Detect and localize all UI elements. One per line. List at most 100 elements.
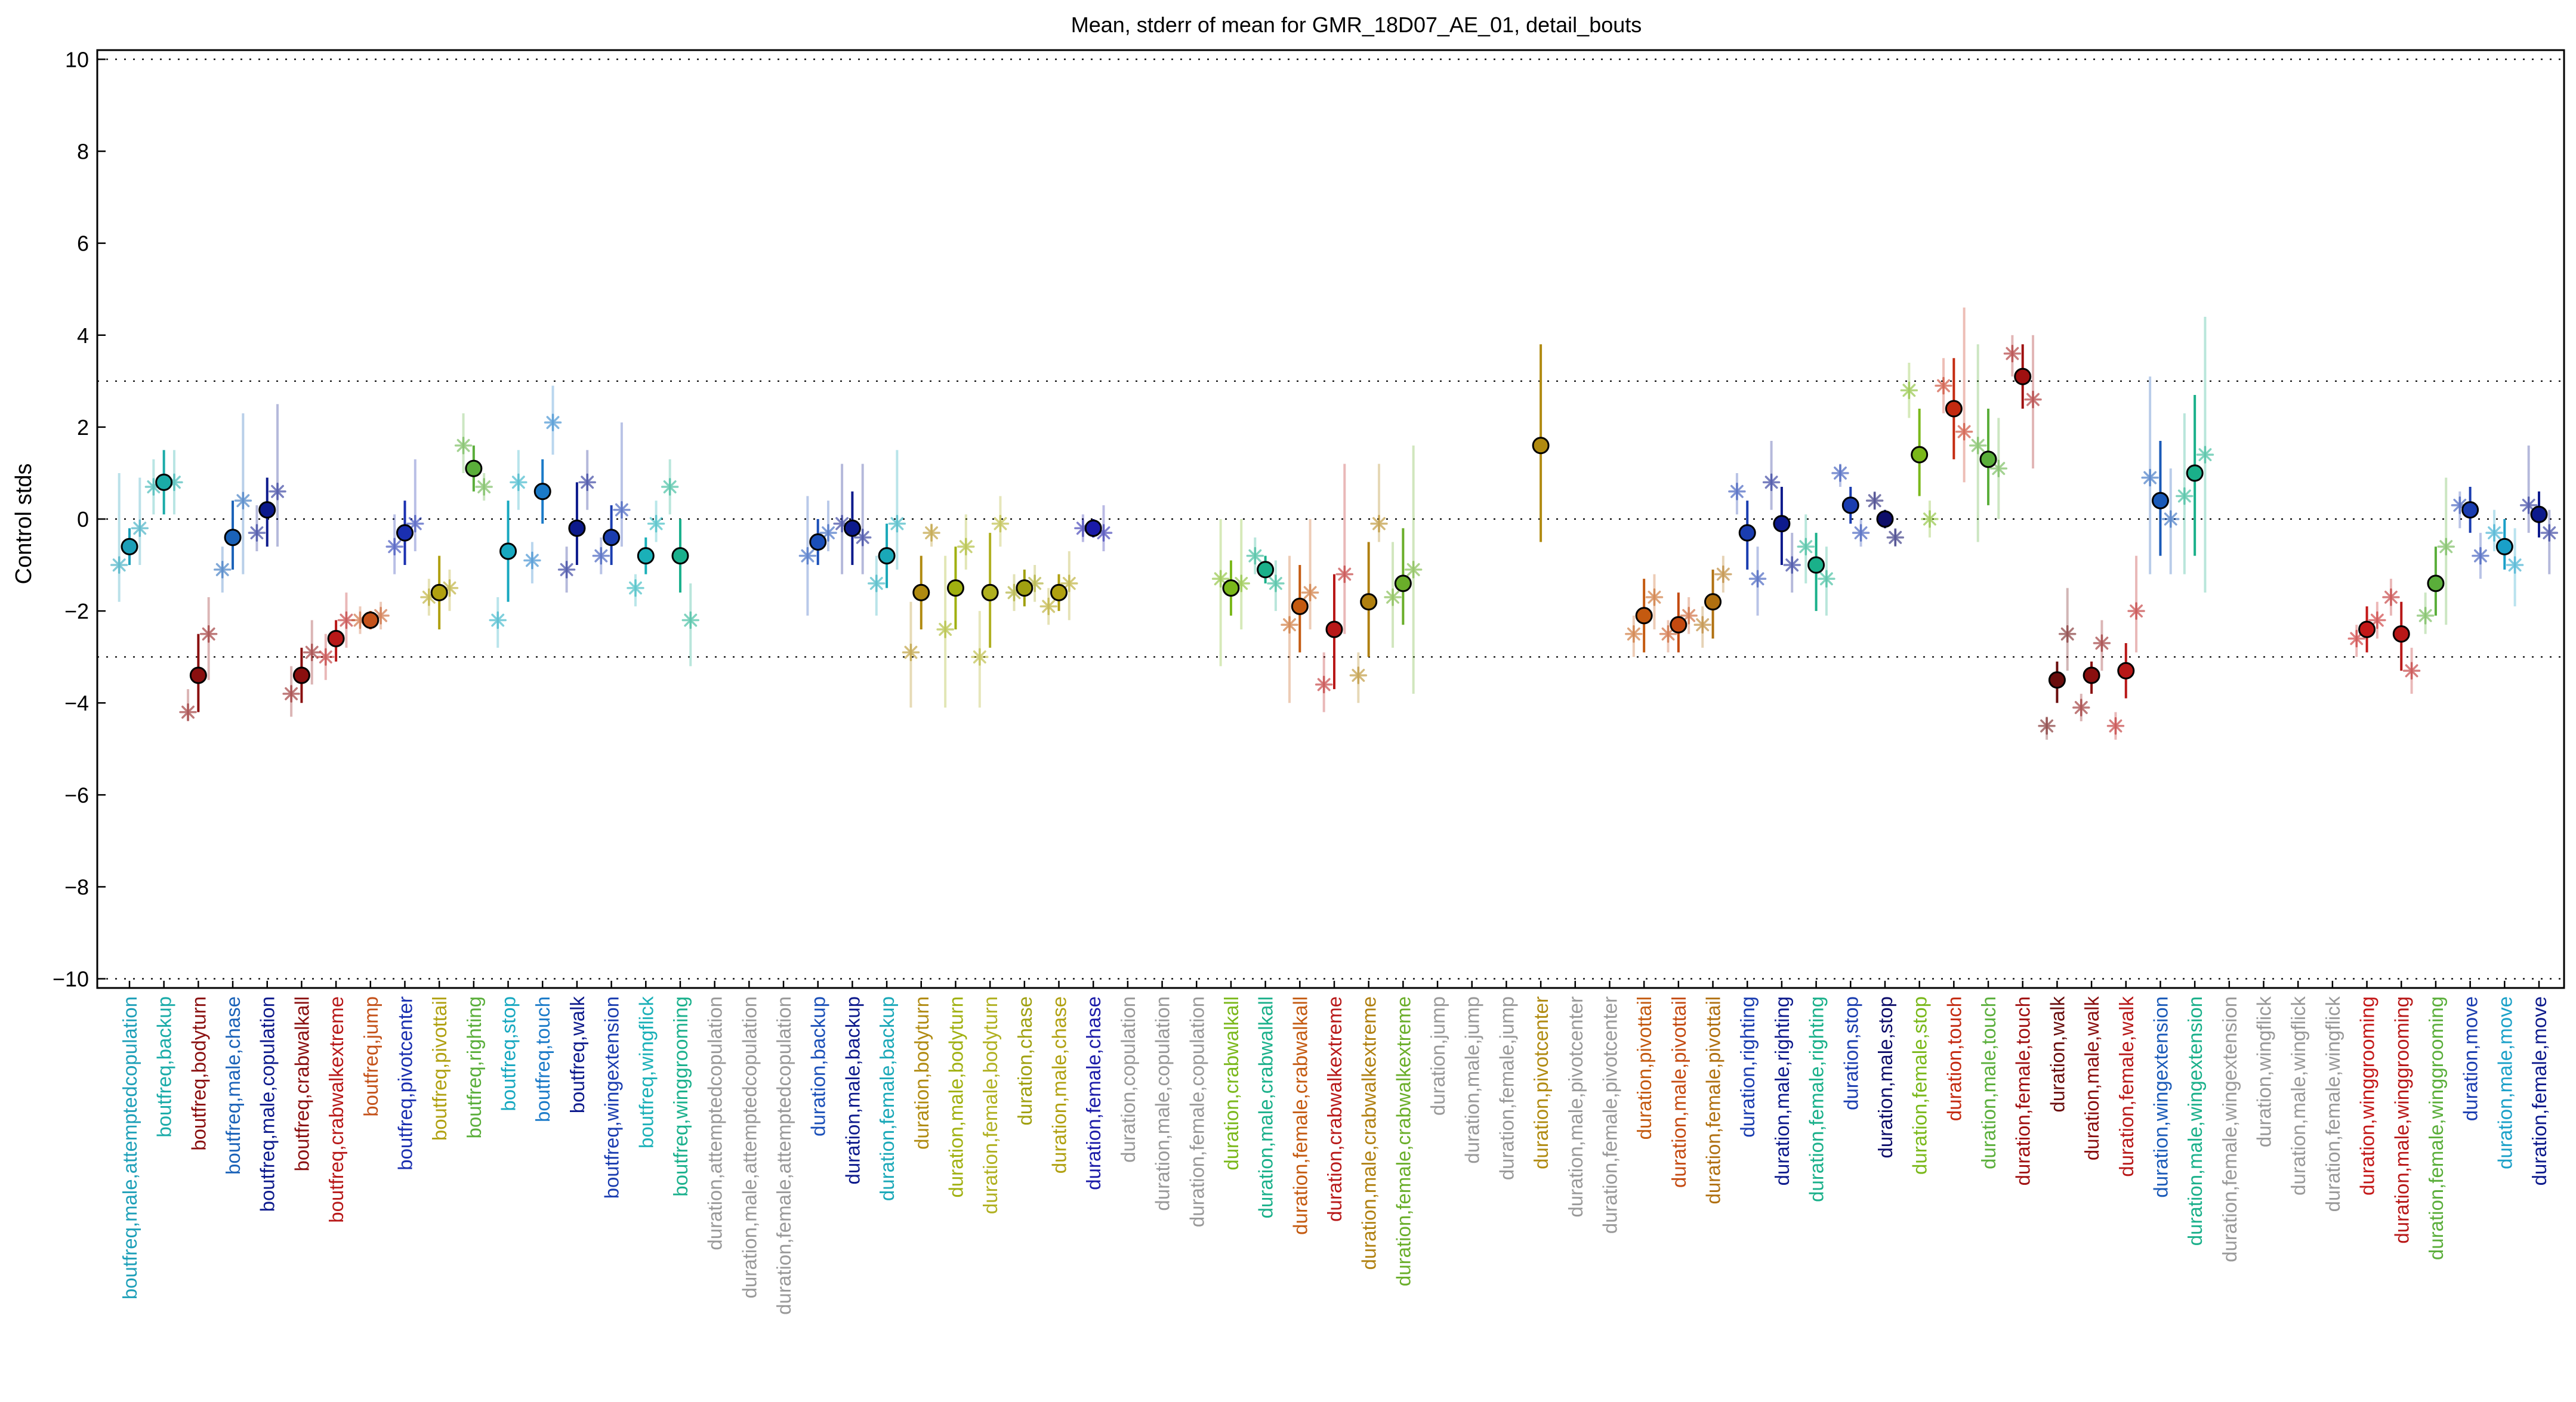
sex-marker-stroke (546, 416, 560, 430)
x-tick-label: duration,wingextension (2149, 996, 2171, 1198)
data-point-group (1900, 363, 1939, 538)
male-marker (627, 579, 644, 597)
data-point-group (661, 459, 700, 666)
mean-marker (1360, 593, 1378, 611)
female-marker (923, 524, 940, 542)
sex-marker-stroke (835, 517, 849, 530)
mean-marker (637, 547, 655, 565)
male-marker (2485, 524, 2503, 542)
data-marks (110, 307, 2559, 740)
male-marker (1831, 464, 1849, 482)
sex-marker-stroke (408, 517, 422, 530)
male-marker (2382, 588, 2400, 606)
mean-marker (121, 538, 138, 555)
sex-marker-stroke (581, 475, 594, 489)
x-tick-label: duration,male,pivottail (1668, 996, 1690, 1188)
female-marker (303, 643, 321, 662)
male-marker (557, 561, 576, 579)
sex-marker-stroke (2198, 448, 2212, 462)
sex-marker-stroke (305, 646, 319, 659)
data-point-group (2382, 579, 2421, 694)
chart-title: Mean, stderr of mean for GMR_18D07_AE_01… (1071, 13, 1642, 37)
x-tick-label: duration,crabwalkall (1220, 996, 1242, 1171)
male-marker (248, 524, 266, 542)
mean-marker (2530, 505, 2548, 523)
sex-marker-stroke (973, 650, 986, 664)
data-point-group (936, 514, 975, 708)
x-tick-label: boutfreq,touch (532, 996, 554, 1122)
sex-marker-stroke (456, 438, 470, 452)
data-point-group (557, 450, 596, 593)
mean-marker (2014, 368, 2032, 385)
y-tick-label: −8 (64, 875, 89, 899)
mean-marker (1876, 510, 1894, 528)
sex-marker-stroke (1283, 618, 1296, 632)
male-marker (1281, 616, 1298, 634)
sex-marker-stroke (1372, 517, 1386, 530)
female-marker (1921, 510, 1939, 528)
data-point-group (489, 450, 527, 648)
sex-marker-stroke (615, 503, 628, 517)
mean-marker (430, 583, 448, 601)
data-point-group (110, 473, 149, 602)
female-marker (2127, 602, 2145, 620)
sex-marker-stroke (1937, 379, 1950, 393)
y-tick-label: 8 (77, 140, 89, 164)
sex-marker-stroke (2006, 347, 2019, 360)
female-marker (957, 538, 975, 555)
male-marker (1762, 473, 1781, 492)
x-tick-label: duration,male,pivotcenter (1565, 996, 1587, 1218)
x-tick-label: duration,male,stop (1874, 996, 1896, 1159)
male-marker (1659, 625, 1677, 643)
female-marker (199, 625, 218, 643)
data-point-group (1315, 464, 1354, 712)
x-tick-label: duration,male,righting (1771, 996, 1793, 1185)
female-marker (1714, 565, 1732, 583)
mean-marker (671, 547, 689, 565)
y-tick-label: 4 (77, 323, 89, 348)
data-point-group (592, 422, 631, 575)
mean-marker (1670, 616, 1687, 634)
sex-marker-stroke (2439, 540, 2453, 554)
mean-marker (1738, 524, 1756, 542)
data-point-group (1969, 344, 2008, 542)
female-marker (2162, 510, 2180, 528)
male-marker (317, 648, 335, 666)
data-point-group (627, 501, 665, 607)
x-tick-label: boutfreq,crabwalkall (291, 996, 313, 1172)
female-marker (2506, 556, 2524, 574)
male-marker (1797, 538, 1815, 555)
female-marker (544, 413, 562, 431)
male-marker (2176, 487, 2194, 505)
sex-marker-stroke (319, 650, 332, 664)
sex-marker-stroke (1214, 572, 1227, 586)
sex-marker-stroke (560, 563, 573, 576)
sex-marker-stroke (2350, 632, 2364, 646)
female-marker (1886, 529, 1905, 546)
x-tick-label: duration,crabwalkextreme (1324, 996, 1346, 1222)
sex-marker-stroke (959, 540, 973, 554)
sex-marker-stroke (511, 475, 525, 489)
x-tick-label: duration,male,move (2494, 996, 2516, 1169)
sex-marker-stroke (2522, 498, 2535, 512)
x-tick-label: boutfreq,winggrooming (670, 996, 692, 1197)
sex-marker-stroke (2418, 609, 2432, 622)
sex-marker-stroke (1716, 567, 1730, 581)
mean-marker (1291, 597, 1309, 615)
data-point-group (2347, 601, 2386, 657)
x-tick-label: boutfreq,walk (566, 996, 588, 1114)
data-point-group (1074, 505, 1113, 551)
sex-marker-stroke (2109, 719, 2122, 733)
data-point-group (1246, 537, 1285, 612)
x-tick-label: duration,female,stop (1909, 996, 1931, 1175)
sex-marker-stroke (1730, 484, 1744, 498)
sex-marker-stroke (236, 494, 250, 508)
x-tick-label: boutfreq,male,chase (222, 996, 244, 1175)
mean-marker (224, 529, 242, 546)
x-tick-label: duration,pivotcenter (1530, 996, 1552, 1169)
mean-marker (362, 612, 380, 629)
sex-marker-stroke (1269, 576, 1282, 590)
x-tick-label: duration,male,touch (1977, 996, 2000, 1169)
mean-marker (1325, 620, 1343, 638)
sex-marker-stroke (340, 613, 353, 627)
